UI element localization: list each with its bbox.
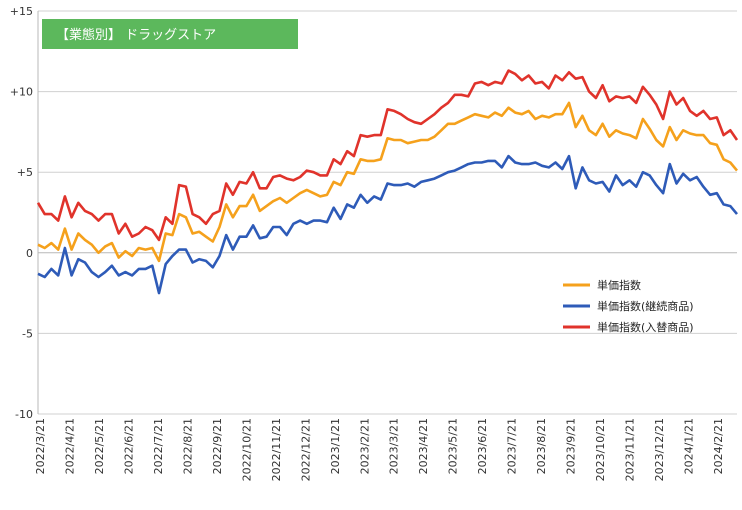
y-tick-label: +5 bbox=[17, 166, 33, 179]
y-axis: +15 +10 +5 0 -5 -10 bbox=[10, 5, 33, 421]
series-line-2 bbox=[37, 154, 738, 295]
x-tick-label: 2023/11/21 bbox=[624, 418, 637, 481]
x-tick-label: 2022/10/21 bbox=[240, 418, 253, 481]
chart-title-background bbox=[42, 19, 298, 49]
x-tick-label: 2023/12/21 bbox=[653, 418, 666, 481]
chart-title: 【業態別】 ドラッグストア bbox=[56, 27, 216, 43]
y-tick-label: 0 bbox=[26, 247, 33, 260]
x-tick-label: 2022/6/21 bbox=[122, 418, 135, 474]
chart-title-box: 【業態別】 ドラッグストア bbox=[42, 19, 298, 49]
x-tick-label: 2023/9/21 bbox=[565, 418, 578, 474]
legend-label: 単価指数(入替商品) bbox=[597, 320, 694, 334]
x-tick-label: 2023/8/21 bbox=[535, 418, 548, 474]
y-tick-label: -10 bbox=[15, 408, 33, 421]
x-tick-label: 2022/4/21 bbox=[63, 418, 76, 474]
y-tick-label: -5 bbox=[22, 327, 33, 340]
x-tick-label: 2023/5/21 bbox=[447, 418, 460, 474]
legend-label: 単価指数 bbox=[597, 278, 641, 292]
x-tick-label: 2023/7/21 bbox=[506, 418, 519, 474]
y-tick-label: +15 bbox=[10, 5, 33, 18]
x-tick-label: 2024/2/21 bbox=[712, 418, 725, 474]
x-tick-label: 2024/1/21 bbox=[683, 418, 696, 474]
x-tick-label: 2023/2/21 bbox=[358, 418, 371, 474]
x-tick-label: 2023/10/21 bbox=[594, 418, 607, 481]
x-tick-label: 2023/4/21 bbox=[417, 418, 430, 474]
x-tick-label: 2022/12/21 bbox=[299, 418, 312, 481]
x-tick-label: 2022/5/21 bbox=[93, 418, 106, 474]
x-tick-label: 2022/8/21 bbox=[181, 418, 194, 474]
x-tick-label: 2023/1/21 bbox=[329, 418, 342, 474]
x-tick-label: 2022/11/21 bbox=[270, 418, 283, 481]
x-tick-label: 2022/7/21 bbox=[152, 418, 165, 474]
legend-label: 単価指数(継続商品) bbox=[597, 299, 694, 313]
x-axis: 2022/3/21 2022/4/21 2022/5/21 2022/6/21 2022… bbox=[34, 418, 725, 481]
series-line-0 bbox=[36, 69, 739, 242]
x-tick-label: 2022/3/21 bbox=[34, 418, 47, 474]
x-tick-label: 2023/3/21 bbox=[388, 418, 401, 474]
series-line-1 bbox=[37, 101, 739, 263]
grid-lines bbox=[37, 10, 737, 415]
x-tick-label: 2023/6/21 bbox=[476, 418, 489, 474]
series-lines bbox=[36, 69, 739, 295]
y-tick-label: +10 bbox=[10, 86, 33, 99]
x-tick-label: 2022/9/21 bbox=[211, 418, 224, 474]
